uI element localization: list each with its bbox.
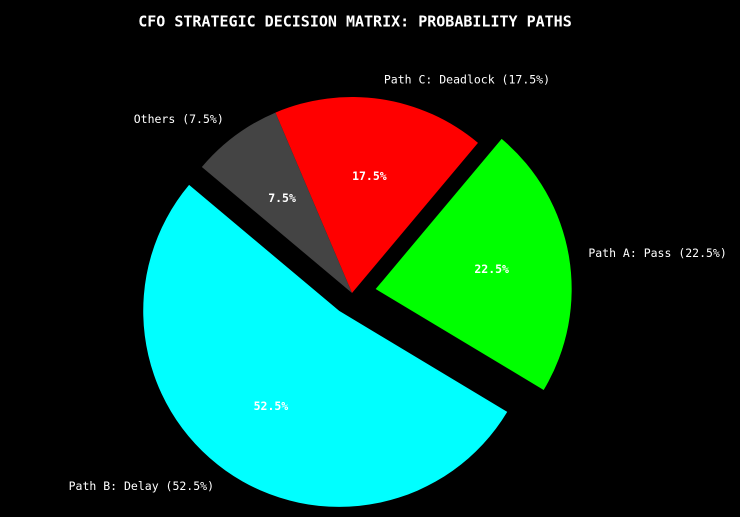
pie-slice [275,96,478,293]
slice-label: Path A: Pass (22.5%) [588,246,726,260]
value-label: 17.5% [352,169,387,183]
pie-slice [201,112,352,293]
slice-label: Path C: Deadlock (17.5%) [384,72,550,86]
slice-label: Path B: Delay (52.5%) [69,479,214,493]
pie-slice [375,138,572,390]
value-label: 22.5% [474,262,509,276]
value-label: 7.5% [268,191,296,205]
slice-label: Others (7.5%) [134,112,224,126]
pie-slice [143,184,508,507]
chart-title: CFO STRATEGIC DECISION MATRIX: PROBABILI… [138,13,571,31]
value-label: 52.5% [254,399,289,413]
